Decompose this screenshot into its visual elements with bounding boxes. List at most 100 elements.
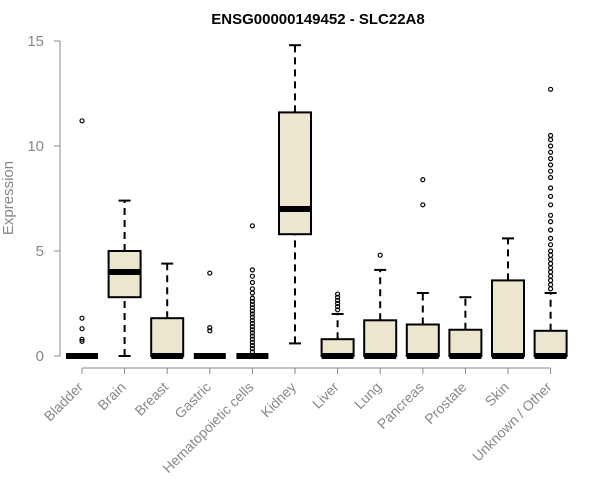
- outlier-point: [377, 252, 383, 258]
- outlier-point: [249, 295, 255, 301]
- outlier-point: [249, 339, 255, 345]
- outlier-point: [335, 304, 341, 310]
- y-tick-label: 0: [36, 348, 44, 365]
- outlier-point: [335, 294, 341, 300]
- x-tick-label: Skin: [482, 379, 513, 410]
- outlier-point: [249, 223, 255, 229]
- outlier-point: [249, 305, 255, 311]
- x-tick-label: Kidney: [258, 379, 300, 421]
- x-tick-label: Bladder: [41, 379, 87, 425]
- outlier-point: [249, 286, 255, 292]
- outlier-point: [249, 346, 255, 352]
- outlier-point: [79, 326, 85, 332]
- outlier-point: [249, 336, 255, 342]
- outlier-point: [547, 193, 554, 199]
- box-group-skin: [491, 237, 525, 359]
- outlier-point: [249, 333, 255, 339]
- outlier-point: [547, 156, 554, 162]
- x-tick-label: Unknown / Other: [469, 379, 555, 465]
- outlier-point: [79, 315, 85, 321]
- outlier-point: [547, 261, 554, 267]
- outlier-point: [335, 307, 341, 313]
- chart-title: ENSG00000149452 - SLC22A8: [211, 11, 424, 28]
- outlier-point: [249, 342, 255, 349]
- y-tick-label: 10: [27, 138, 44, 155]
- box: [150, 317, 185, 358]
- box: [405, 323, 440, 357]
- x-tick-label: Brain: [94, 379, 128, 413]
- box-group-brain: [107, 199, 142, 357]
- outlier-point: [547, 269, 554, 275]
- outlier-point: [249, 349, 255, 355]
- outlier-point: [547, 252, 554, 258]
- outlier-point: [547, 137, 554, 143]
- outlier-point: [79, 338, 85, 344]
- outlier-point: [335, 297, 341, 303]
- box-group-kidney: [278, 44, 312, 345]
- outlier-point: [249, 324, 255, 330]
- box: [448, 328, 483, 357]
- outlier-point: [249, 314, 255, 320]
- outlier-point: [547, 132, 554, 139]
- outlier-point: [249, 311, 255, 317]
- outlier-point: [335, 291, 341, 297]
- outlier-point: [547, 265, 554, 271]
- x-tick-label: Pancreas: [374, 379, 427, 432]
- x-tick-label: Prostate: [421, 379, 469, 427]
- outlier-point: [547, 212, 554, 218]
- outlier-point: [547, 242, 554, 248]
- outlier-point: [547, 273, 554, 279]
- outlier-point: [335, 300, 341, 307]
- x-tick-label: Breast: [131, 379, 171, 419]
- box-group-bladder: [66, 118, 98, 359]
- x-tick-label: Gastric: [171, 379, 214, 422]
- outlier-point: [547, 202, 554, 208]
- box: [363, 319, 398, 357]
- box-group-hematopoietic-cells: [236, 223, 269, 359]
- outlier-point: [207, 270, 213, 276]
- outlier-point: [420, 202, 426, 208]
- outlier-point: [547, 162, 554, 168]
- box-group-prostate: [448, 296, 483, 359]
- outlier-point: [547, 282, 554, 288]
- y-axis: 0 5 10 15: [27, 33, 61, 365]
- box-group-pancreas: [405, 177, 440, 359]
- outlier-point: [547, 143, 554, 149]
- outlier-point: [207, 325, 213, 331]
- plot-area: [66, 44, 568, 359]
- x-tick-label: Lung: [351, 379, 384, 412]
- box-group-unknown-other: [533, 86, 568, 359]
- outlier-point: [249, 308, 255, 314]
- outlier-point: [547, 149, 554, 155]
- outlier-point: [249, 273, 255, 279]
- outlier-point: [79, 336, 85, 342]
- box-group-liver: [320, 291, 355, 359]
- outlier-point: [249, 327, 255, 333]
- x-tick-label: Liver: [309, 379, 342, 412]
- y-tick-label: 15: [27, 33, 44, 50]
- outlier-point: [547, 86, 554, 92]
- outlier-point: [547, 185, 554, 191]
- outlier-point: [249, 320, 255, 327]
- box: [533, 329, 568, 357]
- outlier-point: [547, 227, 554, 233]
- outlier-point: [79, 118, 85, 124]
- outlier-point: [249, 330, 255, 336]
- outlier-point: [547, 235, 554, 241]
- outlier-point: [547, 174, 554, 181]
- box: [278, 111, 312, 236]
- outlier-point: [249, 301, 255, 308]
- outlier-point: [207, 328, 213, 334]
- box-group-gastric: [193, 270, 226, 359]
- outlier-point: [249, 267, 255, 273]
- outlier-point: [249, 290, 255, 296]
- outlier-point: [547, 256, 554, 262]
- outlier-point: [249, 298, 255, 304]
- outlier-point: [547, 219, 554, 225]
- box-group-lung: [363, 252, 398, 359]
- box-group-breast: [150, 262, 185, 359]
- outlier-point: [547, 277, 554, 283]
- outlier-point: [249, 279, 255, 286]
